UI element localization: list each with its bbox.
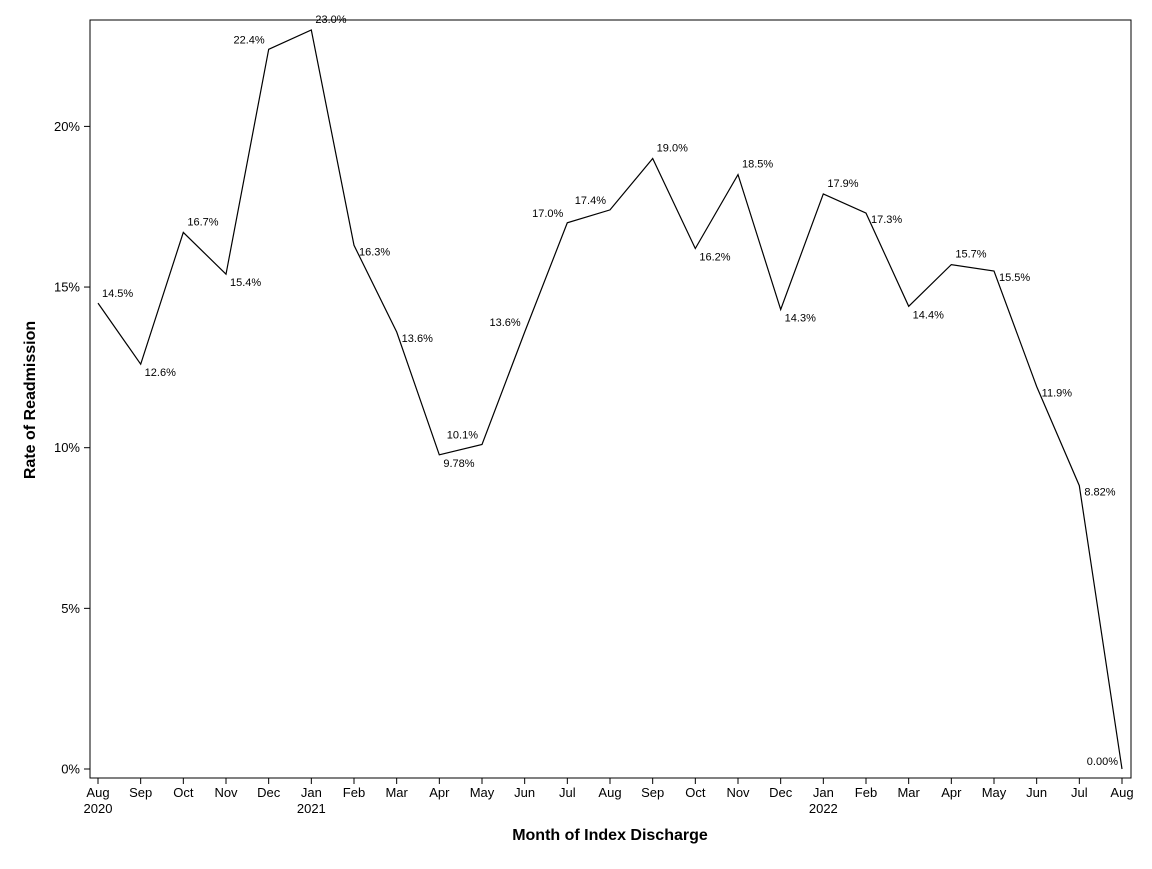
data-label: 8.82% [1084,487,1115,499]
x-tick-label: Nov [726,785,750,800]
data-label: 17.0% [532,208,563,220]
data-label: 23.0% [315,14,346,26]
data-label: 14.5% [102,288,133,300]
data-label: 9.78% [443,458,474,470]
x-tick-label: Mar [897,785,920,800]
data-labels: 14.5% 12.6% 16.7% 15.4% 22.4% 23.0% 16.3% 13.6%… [98,14,1122,769]
x-tick-year-label: 2022 [809,801,838,816]
data-label: 22.4% [233,34,264,46]
x-tick-label: Feb [855,785,877,800]
x-tick-label: Apr [429,785,450,800]
x-tick-label: May [470,785,495,800]
x-tick-label: Oct [173,785,194,800]
x-tick-label: Feb [343,785,365,800]
x-tick-year-label: 2021 [297,801,326,816]
data-label: 18.5% [742,159,773,171]
x-tick-label: Mar [385,785,408,800]
y-axis-title: Rate of Readmission [22,321,39,479]
data-label: 13.6% [402,333,433,345]
data-label: 16.7% [187,216,218,228]
x-tick-label: Dec [769,785,793,800]
x-tick-label: Jul [1071,785,1088,800]
data-label: 12.6% [145,367,176,379]
x-tick-label: Apr [941,785,962,800]
y-tick-label: 0% [61,762,80,777]
data-label: 16.2% [699,251,730,263]
plot-frame [90,20,1131,778]
x-tick-label: Jan [301,785,322,800]
y-axis: 0% 5% 10% 15% 20% [54,119,90,777]
series-line [98,30,1122,769]
data-label: 11.9% [1042,388,1073,400]
data-label: 10.1% [447,429,478,441]
x-tick-label: Dec [257,785,281,800]
x-tick-label: Sep [129,785,152,800]
y-tick-label: 20% [54,119,80,134]
data-label: 17.4% [575,195,606,207]
x-tick-label: Sep [641,785,664,800]
data-label: 19.0% [657,143,688,155]
x-tick-label: Jun [514,785,535,800]
data-label: 17.3% [871,214,902,226]
x-tick-label: Jun [1026,785,1047,800]
y-tick-label: 10% [54,440,80,455]
data-label: 15.4% [230,277,261,289]
x-axis-title: Month of Index Discharge [512,827,708,844]
x-tick-label: Jul [559,785,576,800]
x-tick-label: Nov [214,785,238,800]
data-label: 16.3% [359,246,390,258]
x-tick-label: Aug [1110,785,1133,800]
y-tick-label: 5% [61,601,80,616]
data-label: 13.6% [489,317,520,329]
y-tick-label: 15% [54,280,80,295]
data-label: 14.4% [913,309,944,321]
x-tick-year-label: 2020 [84,801,113,816]
data-label: 14.3% [785,313,816,325]
x-tick-label: Jan [813,785,834,800]
x-tick-label: Aug [598,785,621,800]
data-label: 15.5% [999,272,1030,284]
data-label: 0.00% [1087,756,1118,768]
x-tick-label: May [982,785,1007,800]
x-tick-label: Oct [685,785,706,800]
x-tick-label: Aug [86,785,109,800]
data-label: 15.7% [955,249,986,261]
data-label: 17.9% [827,178,858,190]
